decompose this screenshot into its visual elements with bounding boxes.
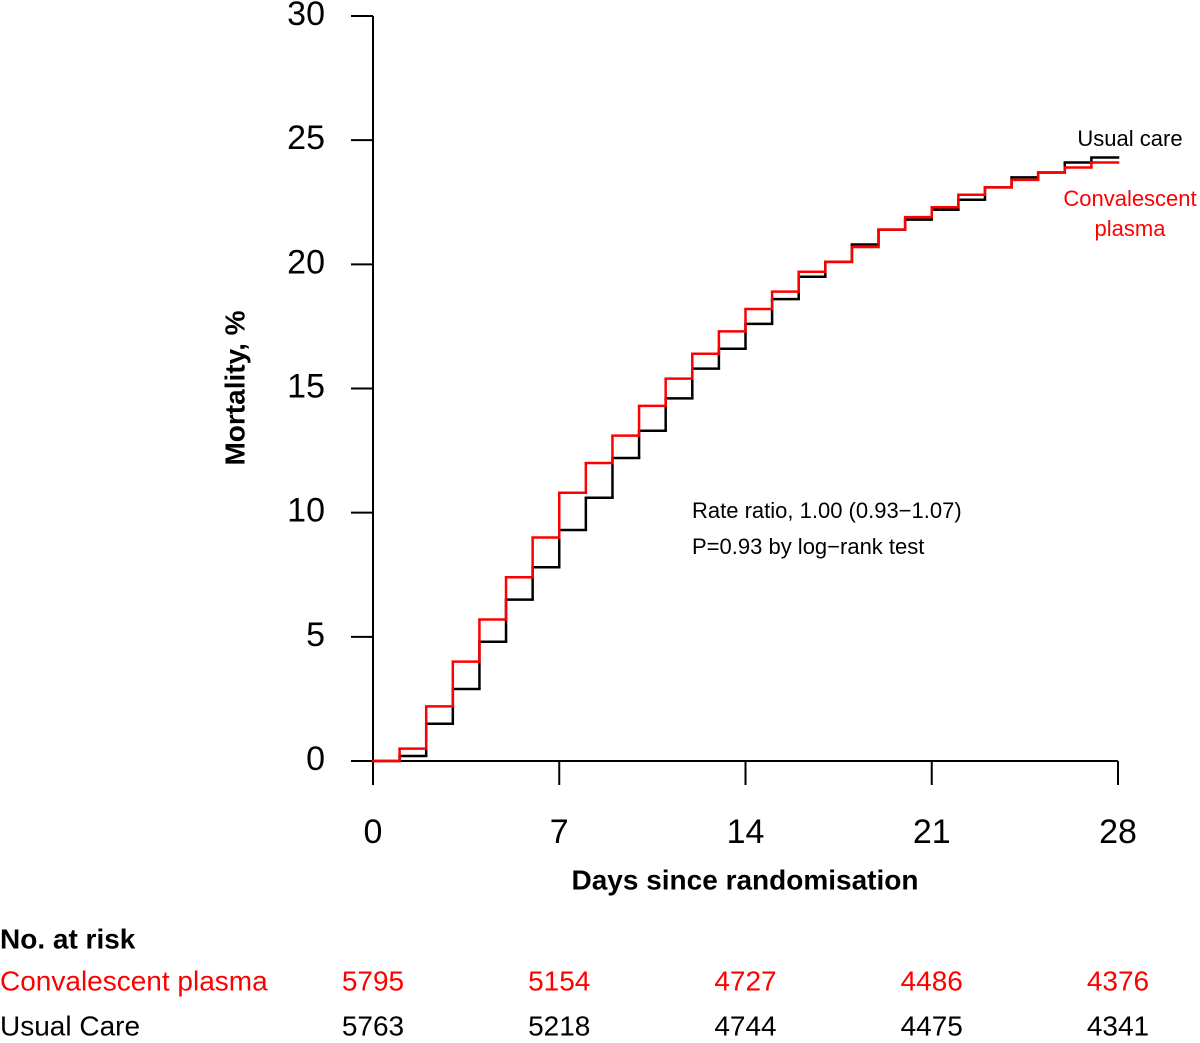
risk-row-label: Usual Care (0, 1010, 140, 1041)
y-tick-label: 0 (306, 740, 325, 778)
x-tick-label: 14 (727, 813, 765, 851)
risk-title: No. at risk (0, 923, 136, 954)
risk-value: 5763 (342, 1010, 404, 1041)
risk-row-label: Convalescent plasma (0, 965, 268, 996)
x-tick-label: 28 (1099, 813, 1137, 851)
y-tick-label: 25 (287, 119, 325, 157)
series-label: Convalescent plasma (1063, 186, 1197, 241)
x-axis-title: Days since randomisation (571, 864, 918, 895)
y-axis-title: Mortality, % (219, 310, 250, 465)
x-tick-label: 0 (364, 813, 383, 851)
x-tick-label: 7 (550, 813, 569, 851)
x-tick-label: 21 (913, 813, 951, 851)
annotation: P=0.93 by log−rank test (692, 534, 924, 559)
y-tick-label: 20 (287, 243, 325, 281)
risk-value: 4744 (714, 1010, 776, 1041)
risk-value: 5795 (342, 965, 404, 996)
risk-value: 4376 (1087, 965, 1149, 996)
y-tick-label: 5 (306, 616, 325, 654)
risk-value: 4341 (1087, 1010, 1149, 1041)
y-tick-label: 10 (287, 492, 325, 530)
risk-value: 4475 (901, 1010, 963, 1041)
risk-value: 5218 (528, 1010, 590, 1041)
annotation: Rate ratio, 1.00 (0.93−1.07) (692, 498, 962, 523)
risk-value: 4727 (714, 965, 776, 996)
series-label: Usual care (1077, 126, 1182, 151)
y-tick-label: 15 (287, 367, 325, 405)
risk-value: 5154 (528, 965, 590, 996)
risk-value: 4486 (901, 965, 963, 996)
y-tick-label: 30 (287, 0, 325, 33)
